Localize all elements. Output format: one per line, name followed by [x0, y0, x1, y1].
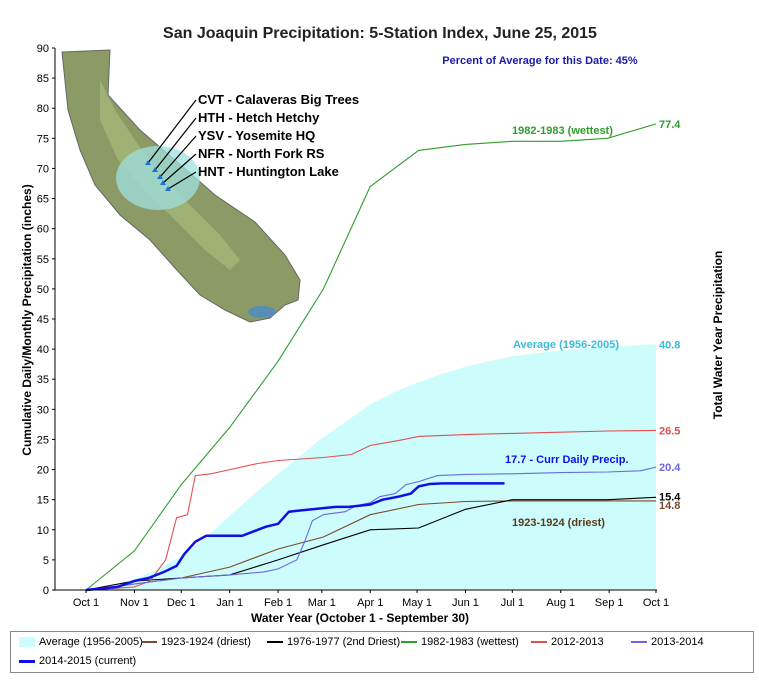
x-tick-label: Feb 1: [264, 597, 292, 609]
legend-swatch: [141, 641, 157, 643]
y-tick-label: 40: [37, 344, 49, 356]
station-marker: [152, 167, 158, 172]
legend-label: 1923-1924 (driest): [161, 636, 251, 648]
x-tick-label: May 1: [402, 597, 432, 609]
legend-swatch: [631, 641, 647, 643]
lake-shape: [248, 306, 276, 318]
station-marker: [160, 180, 166, 185]
chart-legend: Average (1956-2005) 1923-1924 (driest) 197…: [10, 631, 754, 673]
y-tick-label: 60: [37, 224, 49, 236]
station-label-nfr: NFR - North Fork RS: [198, 146, 325, 161]
x-tick-label: Apr 1: [357, 597, 383, 609]
y-axis-title: Cumulative Daily/Monthly Precipitation (…: [20, 184, 34, 455]
chart-title: San Joaquin Precipitation: 5-Station Ind…: [163, 25, 597, 42]
end-value-labels: 77.4 40.8 26.5 20.4 15.414.8: [659, 119, 681, 512]
legend-swatch: [19, 660, 35, 663]
x-tick-label: Jun 1: [452, 597, 479, 609]
station-marker: [145, 160, 151, 165]
annotation-current: 17.7 - Curr Daily Precip.: [505, 454, 629, 466]
y-tick-label: 5: [43, 555, 49, 567]
x-tick-label: Jul 1: [501, 597, 524, 609]
series-line-2014-2015-current: [85, 482, 505, 592]
right-axis-title: Total Water Year Precipitation: [711, 251, 725, 420]
x-tick-label: Oct 1: [643, 597, 669, 609]
x-tick-label: Mar 1: [308, 597, 336, 609]
y-tick-label: 65: [37, 194, 49, 206]
average-area-layer: [86, 344, 656, 590]
axes: 0 5 10 15 20 25 30 35 40 45 50 55 60 65 70 75 80 85 90 Oct …: [37, 43, 669, 609]
y-tick-label: 10: [37, 525, 49, 537]
legend-label: 2014-2015 (current): [39, 655, 137, 667]
california-map-inset: [61, 49, 301, 323]
end-value-label: 14.8: [659, 500, 680, 512]
y-tick-label: 45: [37, 314, 49, 326]
y-tick-label: 15: [37, 495, 49, 507]
x-axis-title: Water Year (October 1 - September 30): [251, 611, 469, 625]
y-tick-label: 35: [37, 374, 49, 386]
annotation-average: Average (1956-2005): [513, 339, 619, 351]
percent-of-average-note: Percent of Average for this Date: 45%: [442, 55, 638, 67]
end-value-label: 26.5: [659, 425, 680, 437]
x-tick-label: Dec 1: [167, 597, 196, 609]
series-line-1982-1983-wettest: [85, 123, 657, 591]
station-marker: [157, 174, 163, 179]
station-marker: [165, 186, 171, 191]
y-tick-label: 85: [37, 73, 49, 85]
x-tick-label: Sep 1: [595, 597, 624, 609]
legend-label: 1982-1983 (wettest): [421, 636, 519, 648]
y-tick-label: 0: [43, 585, 49, 597]
station-leader-lines: [147, 99, 197, 190]
x-tick-label: Oct 1: [73, 597, 99, 609]
annotation-driest: 1923-1924 (driest): [512, 517, 605, 529]
legend-label: 2013-2014: [651, 636, 704, 648]
y-tick-label: 55: [37, 254, 49, 266]
x-tick-label: Nov 1: [120, 597, 149, 609]
legend-label: 2012-2013: [551, 636, 604, 648]
legend-swatch: [19, 637, 35, 647]
station-labels: CVT - Calaveras Big Trees HTH - Hetch He…: [198, 92, 359, 179]
y-tick-label: 50: [37, 284, 49, 296]
precipitation-chart: San Joaquin Precipitation: 5-Station Ind…: [20, 25, 725, 625]
y-tick-label: 70: [37, 163, 49, 175]
legend-label: Average (1956-2005): [39, 636, 143, 648]
legend-swatch: [401, 641, 417, 643]
station-label-ysv: YSV - Yosemite HQ: [198, 128, 315, 143]
end-value-label: 40.8: [659, 339, 680, 351]
x-tick-label: Jan 1: [216, 597, 243, 609]
series-line-2012-2013: [85, 429, 657, 591]
annotation-wettest: 1982-1983 (wettest): [512, 125, 613, 137]
y-tick-label: 20: [37, 465, 49, 477]
legend-swatch: [267, 641, 283, 643]
y-tick-label: 75: [37, 133, 49, 145]
station-label-hnt: HNT - Huntington Lake: [198, 164, 339, 179]
legend-label: 1976-1977 (2nd Driest): [287, 636, 401, 648]
end-value-label: 77.4: [659, 119, 681, 131]
series-lines: [85, 123, 657, 592]
x-tick-label: Aug 1: [546, 597, 575, 609]
series-area-average: [86, 344, 656, 590]
end-value-label: 20.4: [659, 462, 681, 474]
station-label-cvt: CVT - Calaveras Big Trees: [198, 92, 359, 107]
end-value-label: 15.4: [659, 491, 681, 503]
y-tick-label: 80: [37, 103, 49, 115]
y-tick-label: 30: [37, 404, 49, 416]
central-valley-shape: [100, 80, 240, 270]
y-tick-label: 90: [37, 43, 49, 55]
y-tick-label: 25: [37, 434, 49, 446]
station-markers: [145, 160, 171, 191]
legend-swatch: [531, 641, 547, 643]
station-label-hth: HTH - Hetch Hetchy: [198, 110, 320, 125]
